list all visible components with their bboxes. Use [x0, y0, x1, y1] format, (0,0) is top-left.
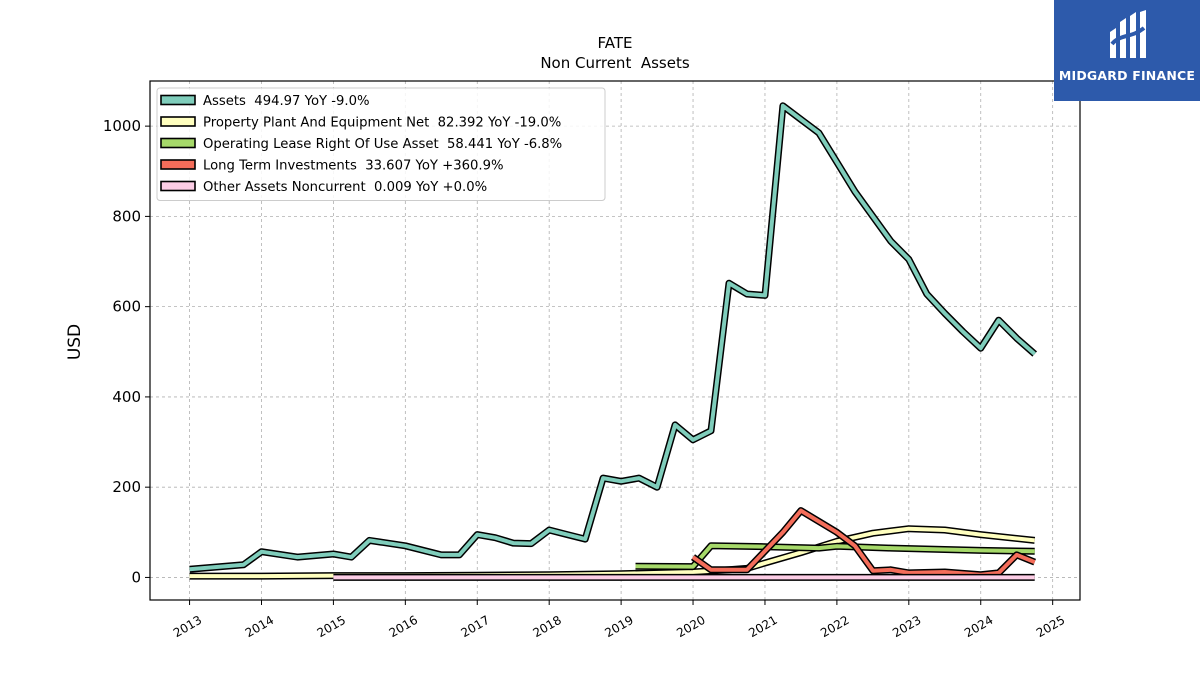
series-stroke: [691, 508, 1036, 577]
x-tick-label: 2023: [890, 613, 923, 640]
x-tick-label: 2021: [746, 613, 779, 640]
legend-swatch: [160, 180, 196, 192]
chart-title: FATE: [598, 34, 633, 52]
x-tick-label: 2018: [530, 613, 563, 640]
x-tick-label: 2014: [243, 613, 276, 640]
x-tick-label: 2024: [962, 613, 995, 640]
series-stroke: [189, 103, 1037, 572]
y-tick-label: 600: [112, 298, 141, 316]
logo-text: MIDGARD FINANCE: [1058, 68, 1196, 83]
legend-label: Long Term Investments 33.607 YoY +360.9%: [203, 159, 504, 174]
legend-box: [156, 87, 606, 201]
y-axis-label: USD: [65, 324, 85, 360]
legend-swatch: [160, 137, 196, 149]
legend-swatch: [160, 116, 196, 127]
x-tick-label: 2013: [171, 613, 204, 640]
legend: Assets 494.97 YoY -9.0% Property Plant An…: [156, 87, 606, 201]
y-tick-label: 1000: [103, 117, 141, 135]
series-line-0: [189, 102, 1038, 573]
plot-frame: [149, 80, 1081, 601]
legend-label: Assets 494.97 YoY -9.0%: [203, 94, 370, 109]
series-outline: [690, 507, 1036, 579]
legend-swatch: [160, 94, 196, 106]
x-tick-label: 2019: [602, 613, 635, 640]
x-tick-label: 2015: [315, 613, 348, 640]
x-tick-label: 2016: [387, 613, 420, 640]
x-tick-label: 2025: [1034, 613, 1067, 640]
series-layer: [189, 102, 1038, 581]
midgard-finance-logo: MIDGARD FINANCE: [1054, 0, 1200, 101]
x-tick-label: 2022: [818, 613, 851, 640]
y-tick-label: 0: [131, 568, 141, 586]
logo-mark-icon: [1110, 10, 1146, 58]
chart-subtitle: Non Current Assets: [540, 54, 690, 72]
y-tick-label: 200: [112, 478, 141, 496]
series-line-3: [690, 507, 1036, 579]
legend-label: Property Plant And Equipment Net 82.392 …: [203, 116, 561, 131]
y-tick-label: 400: [112, 388, 141, 406]
legend-label: Operating Lease Right Of Use Asset 58.44…: [203, 137, 562, 152]
legend-swatch: [160, 159, 196, 170]
x-tick-label: 2020: [674, 613, 707, 640]
series-stroke: [635, 543, 1035, 569]
series-line-2: [635, 542, 1035, 571]
x-tick-label: 2017: [459, 613, 492, 640]
legend-label: Other Assets Noncurrent 0.009 YoY +0.0%: [203, 180, 487, 195]
y-tick-label: 800: [112, 207, 141, 225]
